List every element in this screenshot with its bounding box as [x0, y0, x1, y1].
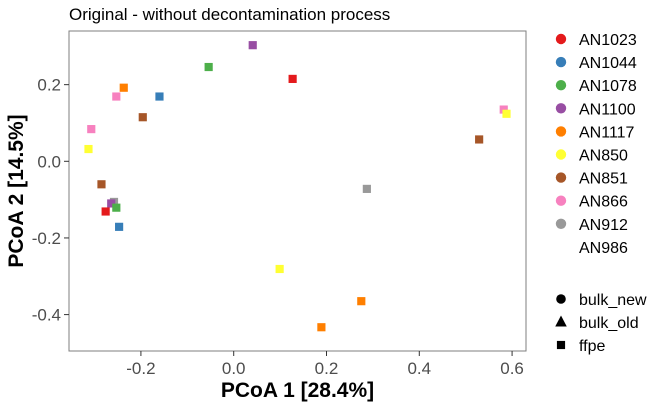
legend-key-an851 [555, 172, 567, 183]
data-point-an1023-ffpe [101, 207, 110, 216]
data-point-an851-bulk-new [138, 113, 147, 122]
data-point-an850-bulk-new [275, 264, 284, 274]
data-point-an851-bulk-old [475, 135, 484, 144]
legend-label-an1044: AN1044 [579, 55, 637, 72]
legend-label-an1078: AN1078 [579, 78, 637, 95]
data-point-an851-ffpe [97, 180, 106, 189]
legend-key-an1078 [555, 80, 567, 91]
data-point-an850-ffpe [84, 144, 93, 154]
data-point-an1117-bulk-old [357, 297, 366, 306]
legend-key-bulk-new [556, 294, 566, 304]
legend-label-an850: AN850 [579, 148, 628, 165]
data-points [84, 41, 511, 332]
legend-label-an866: AN866 [579, 194, 628, 211]
y-tick-label: -0.2 [32, 229, 61, 248]
data-point-an1100-bulk-new [248, 41, 257, 50]
data-point-an866-bulk-new [112, 92, 121, 101]
chart-title: Original - without decontamination proce… [69, 5, 390, 24]
x-tick-label: 0.2 [315, 359, 339, 378]
legend-key-an986 [555, 241, 567, 253]
data-point-an1100-ffpe [107, 199, 116, 208]
data-point-an912-bulk-new [362, 184, 371, 193]
x-tick-label: 0.6 [500, 359, 524, 378]
legend-key-an1044 [555, 56, 567, 68]
data-point-an866-ffpe [87, 125, 96, 134]
y-tick-label: 0.2 [37, 76, 61, 95]
x-axis-label: PCoA 1 [28.4%] [221, 379, 374, 402]
legend-label-bulk-old: bulk_old [579, 315, 639, 332]
y-axis: 0.2 0.0 -0.2 -0.4 [32, 76, 69, 325]
legend-key-an1117 [555, 126, 567, 137]
data-point-an1117-ffpe [317, 323, 326, 332]
x-tick-label: -0.2 [126, 359, 155, 378]
data-point-an1044-ffpe [115, 222, 124, 231]
legend-key-bulk-old [555, 315, 567, 327]
legend-label-an1023: AN1023 [579, 32, 637, 49]
color-legend: AN1023 AN1044 AN1078 AN1100 AN1117 AN850 AN851… [555, 32, 637, 257]
data-point-an850-bulk-old [502, 109, 511, 118]
legend-label-an851: AN851 [579, 171, 628, 188]
legend-label-an1100: AN1100 [579, 101, 636, 118]
legend-key-ffpe [556, 340, 566, 350]
legend-label-an986: AN986 [579, 240, 628, 257]
data-point-an1117-bulk-new [119, 83, 128, 92]
legend-label-an1117: AN1117 [579, 124, 635, 141]
data-point-an866-bulk-old [499, 105, 508, 114]
data-point-an1078-bulk-new [204, 62, 213, 72]
x-tick-label: 0.4 [407, 359, 431, 378]
legend-key-an1100 [555, 103, 567, 114]
legend-key-an866 [555, 195, 567, 206]
x-tick-label: 0.0 [222, 359, 246, 378]
y-tick-label: -0.4 [32, 306, 61, 325]
legend-label-bulk-new: bulk_new [579, 292, 647, 309]
y-tick-label: 0.0 [37, 152, 61, 171]
data-point-an1044-bulk-new [155, 92, 164, 101]
legend-label-an912: AN912 [579, 217, 628, 234]
legend-key-an912 [555, 218, 567, 229]
legend-key-an1023 [555, 33, 567, 45]
legend-label-ffpe: ffpe [579, 338, 606, 355]
legend-key-an850 [555, 149, 567, 160]
data-point-an1023-bulk-new [288, 74, 297, 83]
y-axis-label: PCoA 2 [14.5%] [5, 114, 28, 267]
x-axis: -0.2 0.0 0.2 0.4 0.6 [126, 351, 524, 378]
data-point-an1078-ffpe [112, 203, 121, 212]
plot-panel [68, 30, 527, 352]
